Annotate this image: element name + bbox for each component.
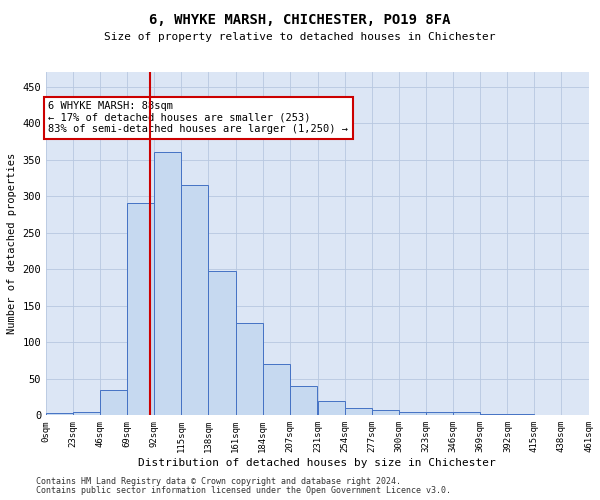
Bar [426, 412, 453, 416]
Text: Contains HM Land Registry data © Crown copyright and database right 2024.: Contains HM Land Registry data © Crown c… [36, 477, 401, 486]
Text: 6, WHYKE MARSH, CHICHESTER, PO19 8FA: 6, WHYKE MARSH, CHICHESTER, PO19 8FA [149, 12, 451, 26]
Bar [46, 413, 73, 416]
Bar [236, 322, 263, 416]
Bar [399, 412, 426, 416]
Bar [481, 414, 508, 416]
Text: Contains public sector information licensed under the Open Government Licence v3: Contains public sector information licen… [36, 486, 451, 495]
Bar [127, 204, 154, 416]
Bar [73, 412, 100, 416]
Bar [453, 412, 481, 416]
Bar [154, 152, 181, 416]
Bar [181, 185, 208, 416]
Bar [208, 272, 236, 416]
Bar [508, 414, 535, 416]
Bar [372, 410, 399, 416]
Bar [290, 386, 317, 416]
X-axis label: Distribution of detached houses by size in Chichester: Distribution of detached houses by size … [139, 458, 496, 468]
Bar [318, 401, 345, 415]
Bar [345, 408, 372, 416]
Text: Size of property relative to detached houses in Chichester: Size of property relative to detached ho… [104, 32, 496, 42]
Bar [263, 364, 290, 416]
Bar [100, 390, 127, 415]
Bar [535, 414, 562, 416]
Text: 6 WHYKE MARSH: 88sqm
← 17% of detached houses are smaller (253)
83% of semi-deta: 6 WHYKE MARSH: 88sqm ← 17% of detached h… [49, 101, 349, 134]
Y-axis label: Number of detached properties: Number of detached properties [7, 153, 17, 334]
